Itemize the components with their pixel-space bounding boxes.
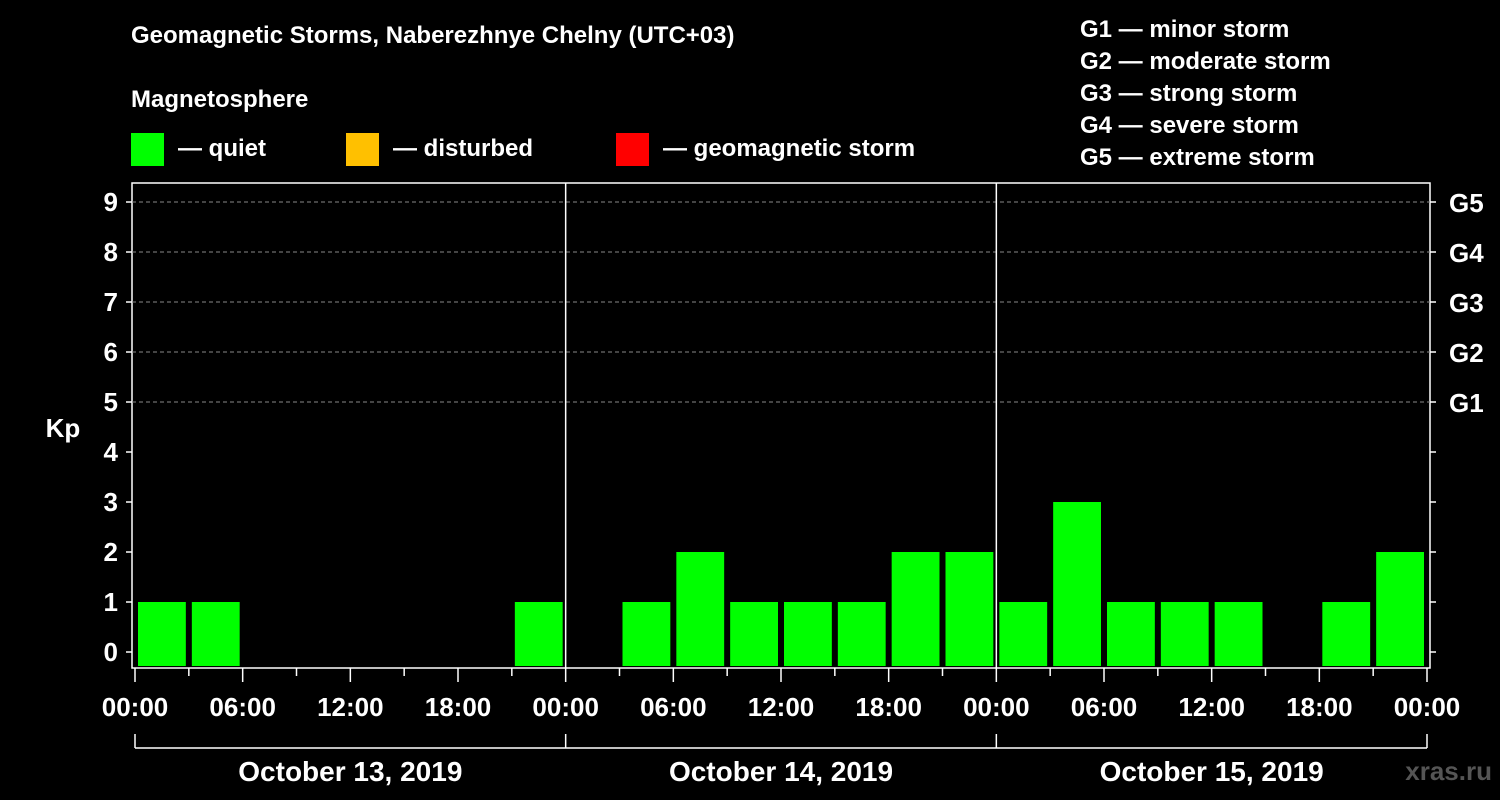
y-tick-label: 4	[104, 437, 119, 467]
storm-level-g3: G3 — strong storm	[1080, 80, 1298, 107]
x-tick-label: 12:00	[748, 692, 815, 722]
kp-bar	[622, 602, 671, 666]
g-level-label: G5	[1449, 188, 1484, 218]
y-tick-label: 9	[104, 187, 118, 217]
x-tick-label: 00:00	[532, 692, 599, 722]
kp-bar	[999, 602, 1048, 666]
legend-item-storm: — geomagnetic storm	[616, 132, 915, 166]
plot-frame	[131, 182, 1431, 669]
x-tick-label: 06:00	[209, 692, 276, 722]
kp-bar	[138, 602, 186, 666]
y-tick-label: 8	[104, 237, 118, 267]
g-level-label: G4	[1449, 238, 1484, 268]
y-tick-label: 1	[104, 587, 118, 617]
legend-label-disturbed: — disturbed	[393, 135, 534, 162]
x-tick-label: 00:00	[963, 692, 1030, 722]
magnetosphere-heading: Magnetosphere	[131, 86, 309, 113]
y-tick-label: 2	[104, 537, 118, 567]
day-label: October 15, 2019	[1100, 756, 1324, 787]
x-tick-label: 00:00	[1394, 692, 1461, 722]
y-tick-label: 6	[104, 337, 118, 367]
x-tick-label: 18:00	[1286, 692, 1353, 722]
day-label: October 13, 2019	[238, 756, 462, 787]
x-tick-label: 18:00	[425, 692, 492, 722]
watermark: xras.ru	[1405, 756, 1492, 786]
kp-bar	[191, 602, 240, 666]
g-level-label: G1	[1449, 388, 1484, 418]
chart-title: Geomagnetic Storms, Naberezhnye Chelny (…	[131, 22, 735, 49]
day-label: October 14, 2019	[669, 756, 893, 787]
legend-label-storm: — geomagnetic storm	[663, 135, 916, 162]
storm-level-g4: G4 — severe storm	[1080, 112, 1299, 139]
kp-bar	[945, 552, 994, 666]
x-tick-label: 00:00	[102, 692, 169, 722]
legend-item-disturbed: — disturbed	[346, 132, 533, 166]
kp-bar	[891, 552, 940, 666]
kp-bar	[730, 602, 778, 666]
kp-bar	[1322, 602, 1371, 666]
x-tick-label: 12:00	[317, 692, 384, 722]
storm-level-g2: G2 — moderate storm	[1080, 48, 1331, 75]
kp-bar	[1214, 602, 1263, 666]
kp-bar	[837, 602, 886, 666]
g-level-label: G3	[1449, 288, 1484, 318]
kp-bar	[1160, 602, 1209, 666]
kp-bar	[1053, 502, 1101, 666]
storm-level-g5: G5 — extreme storm	[1080, 144, 1315, 171]
x-tick-label: 06:00	[640, 692, 707, 722]
kp-bar	[676, 552, 725, 666]
x-tick-label: 06:00	[1071, 692, 1138, 722]
y-tick-label: 7	[104, 287, 118, 317]
g-level-label: G2	[1449, 338, 1484, 368]
y-tick-label: 0	[104, 637, 118, 667]
y-axis-label: Kp	[46, 413, 81, 443]
storm-level-g1: G1 — minor storm	[1080, 16, 1290, 43]
kp-bar	[514, 602, 563, 666]
legend-swatch-quiet	[131, 132, 164, 166]
y-tick-label: 3	[104, 487, 118, 517]
legend-swatch-disturbed	[346, 132, 379, 166]
legend-label-quiet: — quiet	[178, 135, 266, 162]
kp-bar	[1107, 602, 1155, 666]
legend-item-quiet: — quiet	[131, 132, 266, 166]
legend-swatch-storm	[616, 132, 649, 166]
kp-bar	[784, 602, 832, 666]
y-tick-label: 5	[104, 387, 118, 417]
x-tick-label: 18:00	[855, 692, 922, 722]
x-tick-label: 12:00	[1178, 692, 1245, 722]
kp-bar	[1376, 552, 1424, 666]
